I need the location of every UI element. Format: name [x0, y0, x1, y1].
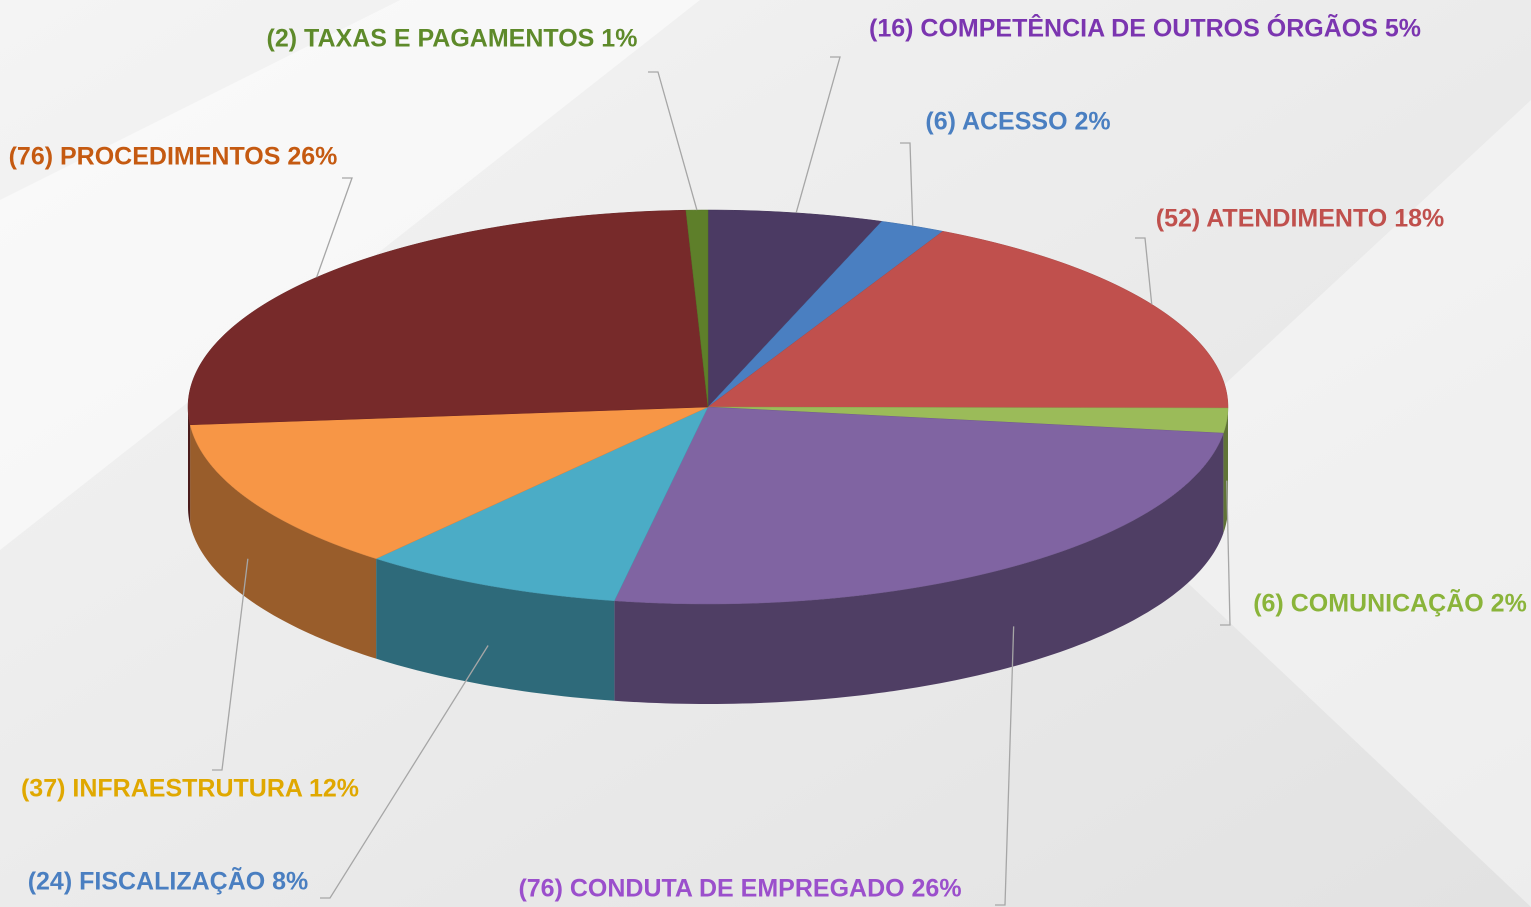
slice-side — [614, 433, 1224, 704]
slice-tops — [187, 209, 1229, 605]
data-label: (6) ACESSO 2% — [925, 108, 1110, 136]
slice — [375, 406, 709, 602]
data-label: (6) COMUNICAÇÃO 2% — [1253, 588, 1527, 618]
data-label: (52) ATENDIMENTO 18% — [1156, 205, 1444, 233]
slice — [685, 209, 709, 408]
leader-line — [320, 645, 489, 899]
leader-line — [995, 626, 1015, 906]
data-label: (2) TAXAS E PAGAMENTOS 1% — [267, 25, 638, 53]
slice-side — [376, 558, 615, 701]
data-label: (76) PROCEDIMENTOS 26% — [9, 143, 338, 171]
leader-line — [1220, 480, 1231, 626]
leader-line — [648, 71, 698, 211]
leader-line — [316, 177, 353, 278]
data-label: (16) COMPETÊNCIA DE OUTROS ÓRGÃOS 5% — [869, 13, 1421, 43]
leader-line — [1135, 237, 1153, 305]
bg-shape — [1100, 100, 1531, 907]
slice — [707, 230, 1229, 409]
slice-side — [188, 407, 191, 525]
data-label: (76) CONDUTA DE EMPREGADO 26% — [518, 875, 961, 903]
slice-sides — [188, 407, 1228, 704]
slice — [189, 406, 709, 559]
slice — [707, 221, 944, 408]
slice — [613, 406, 1224, 605]
leader-line — [212, 558, 249, 771]
data-label: (37) INFRAESTRUTURA 12% — [21, 775, 359, 803]
leader-line — [900, 142, 914, 226]
leader-line — [795, 56, 841, 214]
data-label: (24) FISCALIZAÇÃO 8% — [28, 866, 309, 896]
slice-side — [190, 424, 377, 659]
slice — [707, 209, 883, 408]
labels: (16) COMPETÊNCIA DE OUTROS ÓRGÃOS 5% (6) … — [9, 13, 1527, 906]
